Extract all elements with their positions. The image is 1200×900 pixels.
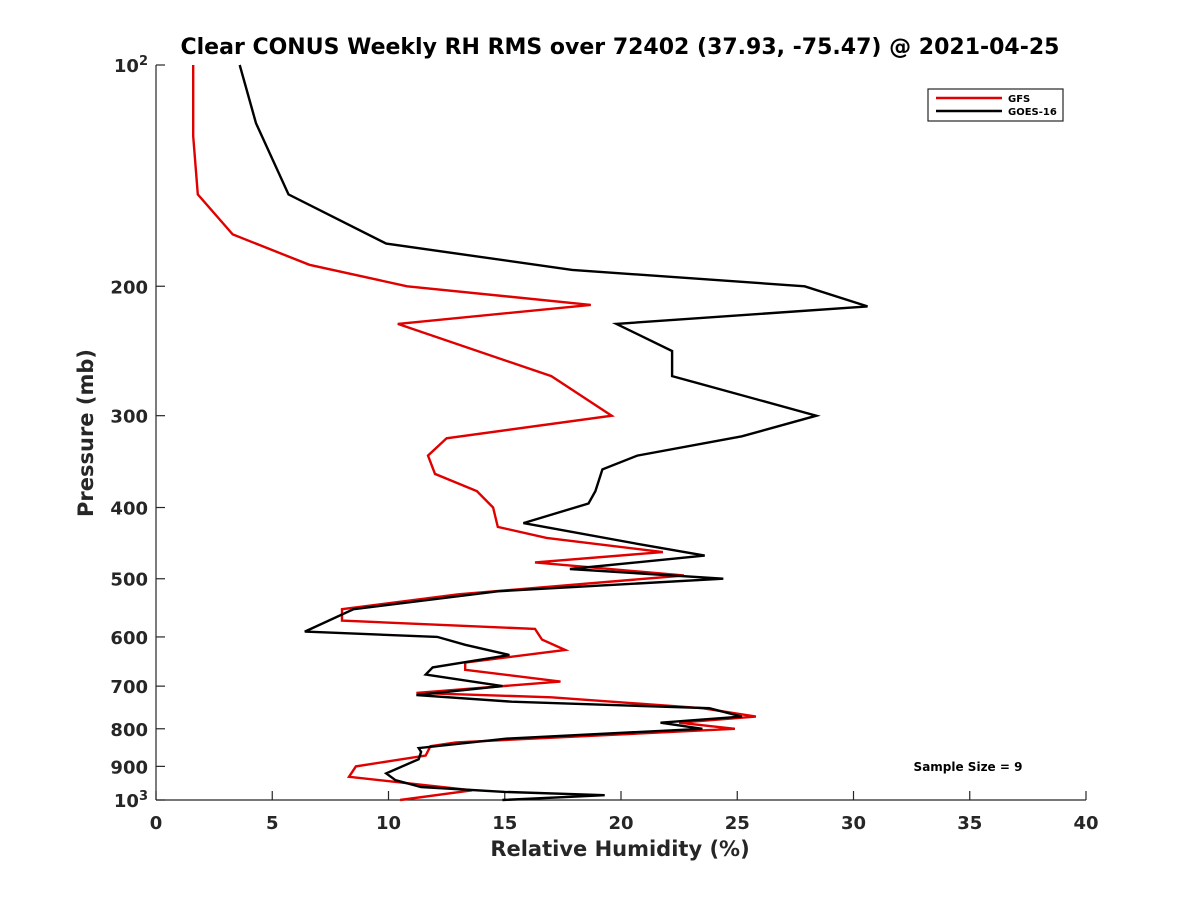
x-tick-label: 30 — [841, 813, 866, 834]
y-tick-label: 800 — [110, 720, 148, 741]
y-tick-label: 300 — [110, 407, 148, 428]
x-tick-label: 0 — [150, 813, 163, 834]
legend-label-gfs: GFS — [1008, 94, 1030, 105]
x-tick-label: 10 — [376, 813, 401, 834]
x-axis-label: Relative Humidity (%) — [490, 837, 749, 861]
x-tick-label: 40 — [1073, 813, 1098, 834]
y-tick-label: 400 — [110, 499, 148, 520]
x-tick-label: 5 — [266, 813, 279, 834]
x-tick-label: 20 — [608, 813, 633, 834]
chart-title: Clear CONUS Weekly RH RMS over 72402 (37… — [181, 35, 1060, 60]
x-tick-label: 25 — [725, 813, 750, 834]
series-group — [191, 64, 868, 802]
axes — [155, 64, 1087, 801]
y-tick-label: 200 — [110, 277, 148, 298]
x-tick-label: 15 — [492, 813, 517, 834]
y-tick-label: 900 — [110, 757, 148, 778]
legend-label-goes-16: GOES-16 — [1008, 107, 1057, 118]
sample-size-annotation: Sample Size = 9 — [914, 760, 1023, 774]
x-tick-label: 35 — [957, 813, 982, 834]
y-tick-label: 103 — [114, 789, 148, 813]
legend: GFS GOES-16 — [927, 88, 1064, 122]
y-tick-label: 102 — [114, 54, 148, 78]
y-tick-label: 700 — [110, 677, 148, 698]
y-axis-label: Pressure (mb) — [74, 349, 98, 517]
tick-labels: 0 5 10 15 20 25 30 35 40 102 200 300 400 500 600 700 800… — [110, 54, 1098, 835]
y-tick-label: 500 — [110, 570, 148, 591]
series-line-gfs — [191, 65, 757, 802]
series-line-goes-16 — [238, 64, 868, 802]
y-tick-label: 600 — [110, 628, 148, 649]
legend-box — [927, 88, 1064, 122]
